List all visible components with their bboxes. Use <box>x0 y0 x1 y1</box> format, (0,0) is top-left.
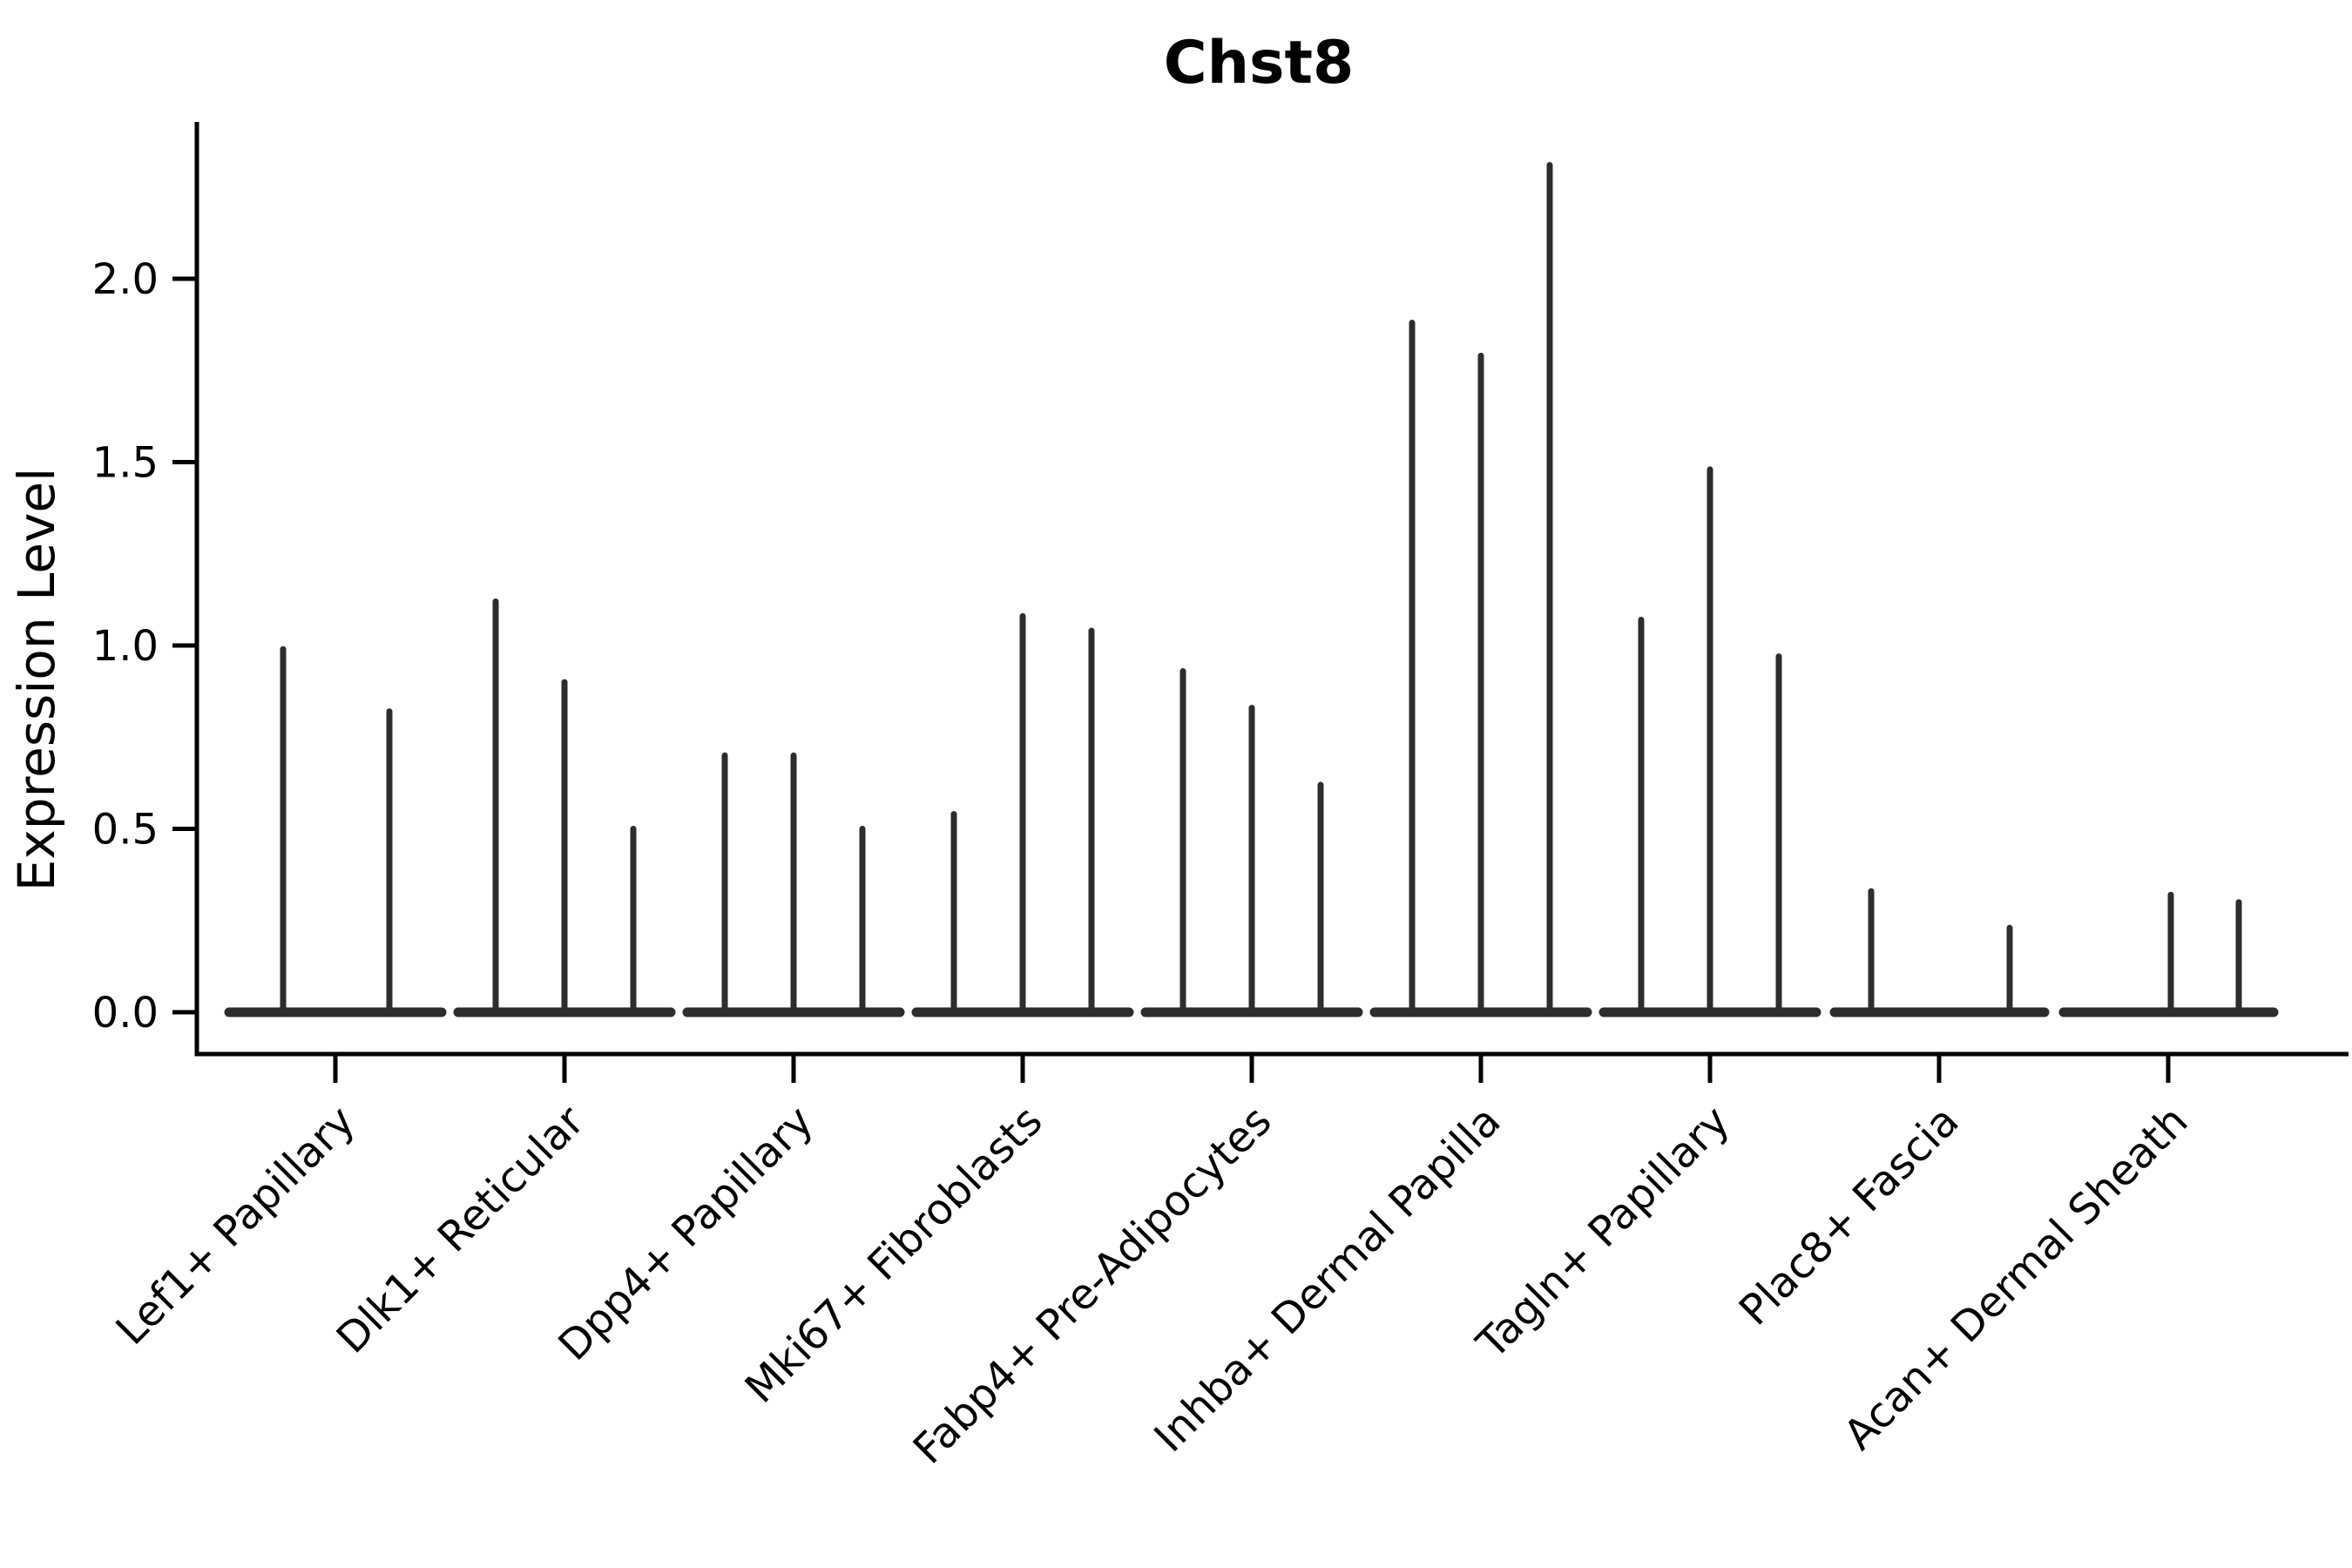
axis-spines <box>194 122 2349 1057</box>
x-tick-label: Lef1+ Papillary <box>107 1097 365 1355</box>
violin-group <box>682 752 905 1017</box>
violin-group <box>224 645 447 1017</box>
chart-title: Chst8 <box>1164 29 1355 98</box>
y-tick-label: 0.5 <box>92 806 159 855</box>
violin-series <box>224 161 2279 1017</box>
violin-group <box>453 598 676 1017</box>
y-tick-label: 2.0 <box>92 255 159 304</box>
x-tick-label: Tagln+ Papillary <box>1467 1097 1739 1369</box>
violin-group <box>1140 667 1363 1017</box>
y-tick-label: 1.0 <box>92 622 159 671</box>
violin-group <box>1598 466 1821 1017</box>
y-axis-label: Expression Level <box>7 468 66 891</box>
violin-group <box>2058 891 2279 1017</box>
violin-group <box>1369 161 1592 1017</box>
violin-group <box>911 612 1134 1017</box>
violin-group <box>1829 888 2050 1017</box>
x-tick-label: Dpp4+ Papillary <box>549 1097 822 1370</box>
x-tick-label: Plac8+ Fascia <box>1730 1097 1969 1335</box>
y-axis-ticks: 0.0 0.5 1.0 1.5 2.0 <box>92 255 197 1037</box>
x-tick-label: Dlk1+ Reticular <box>328 1097 594 1363</box>
y-tick-label: 0.0 <box>92 989 159 1037</box>
y-tick-label: 1.5 <box>92 439 159 488</box>
